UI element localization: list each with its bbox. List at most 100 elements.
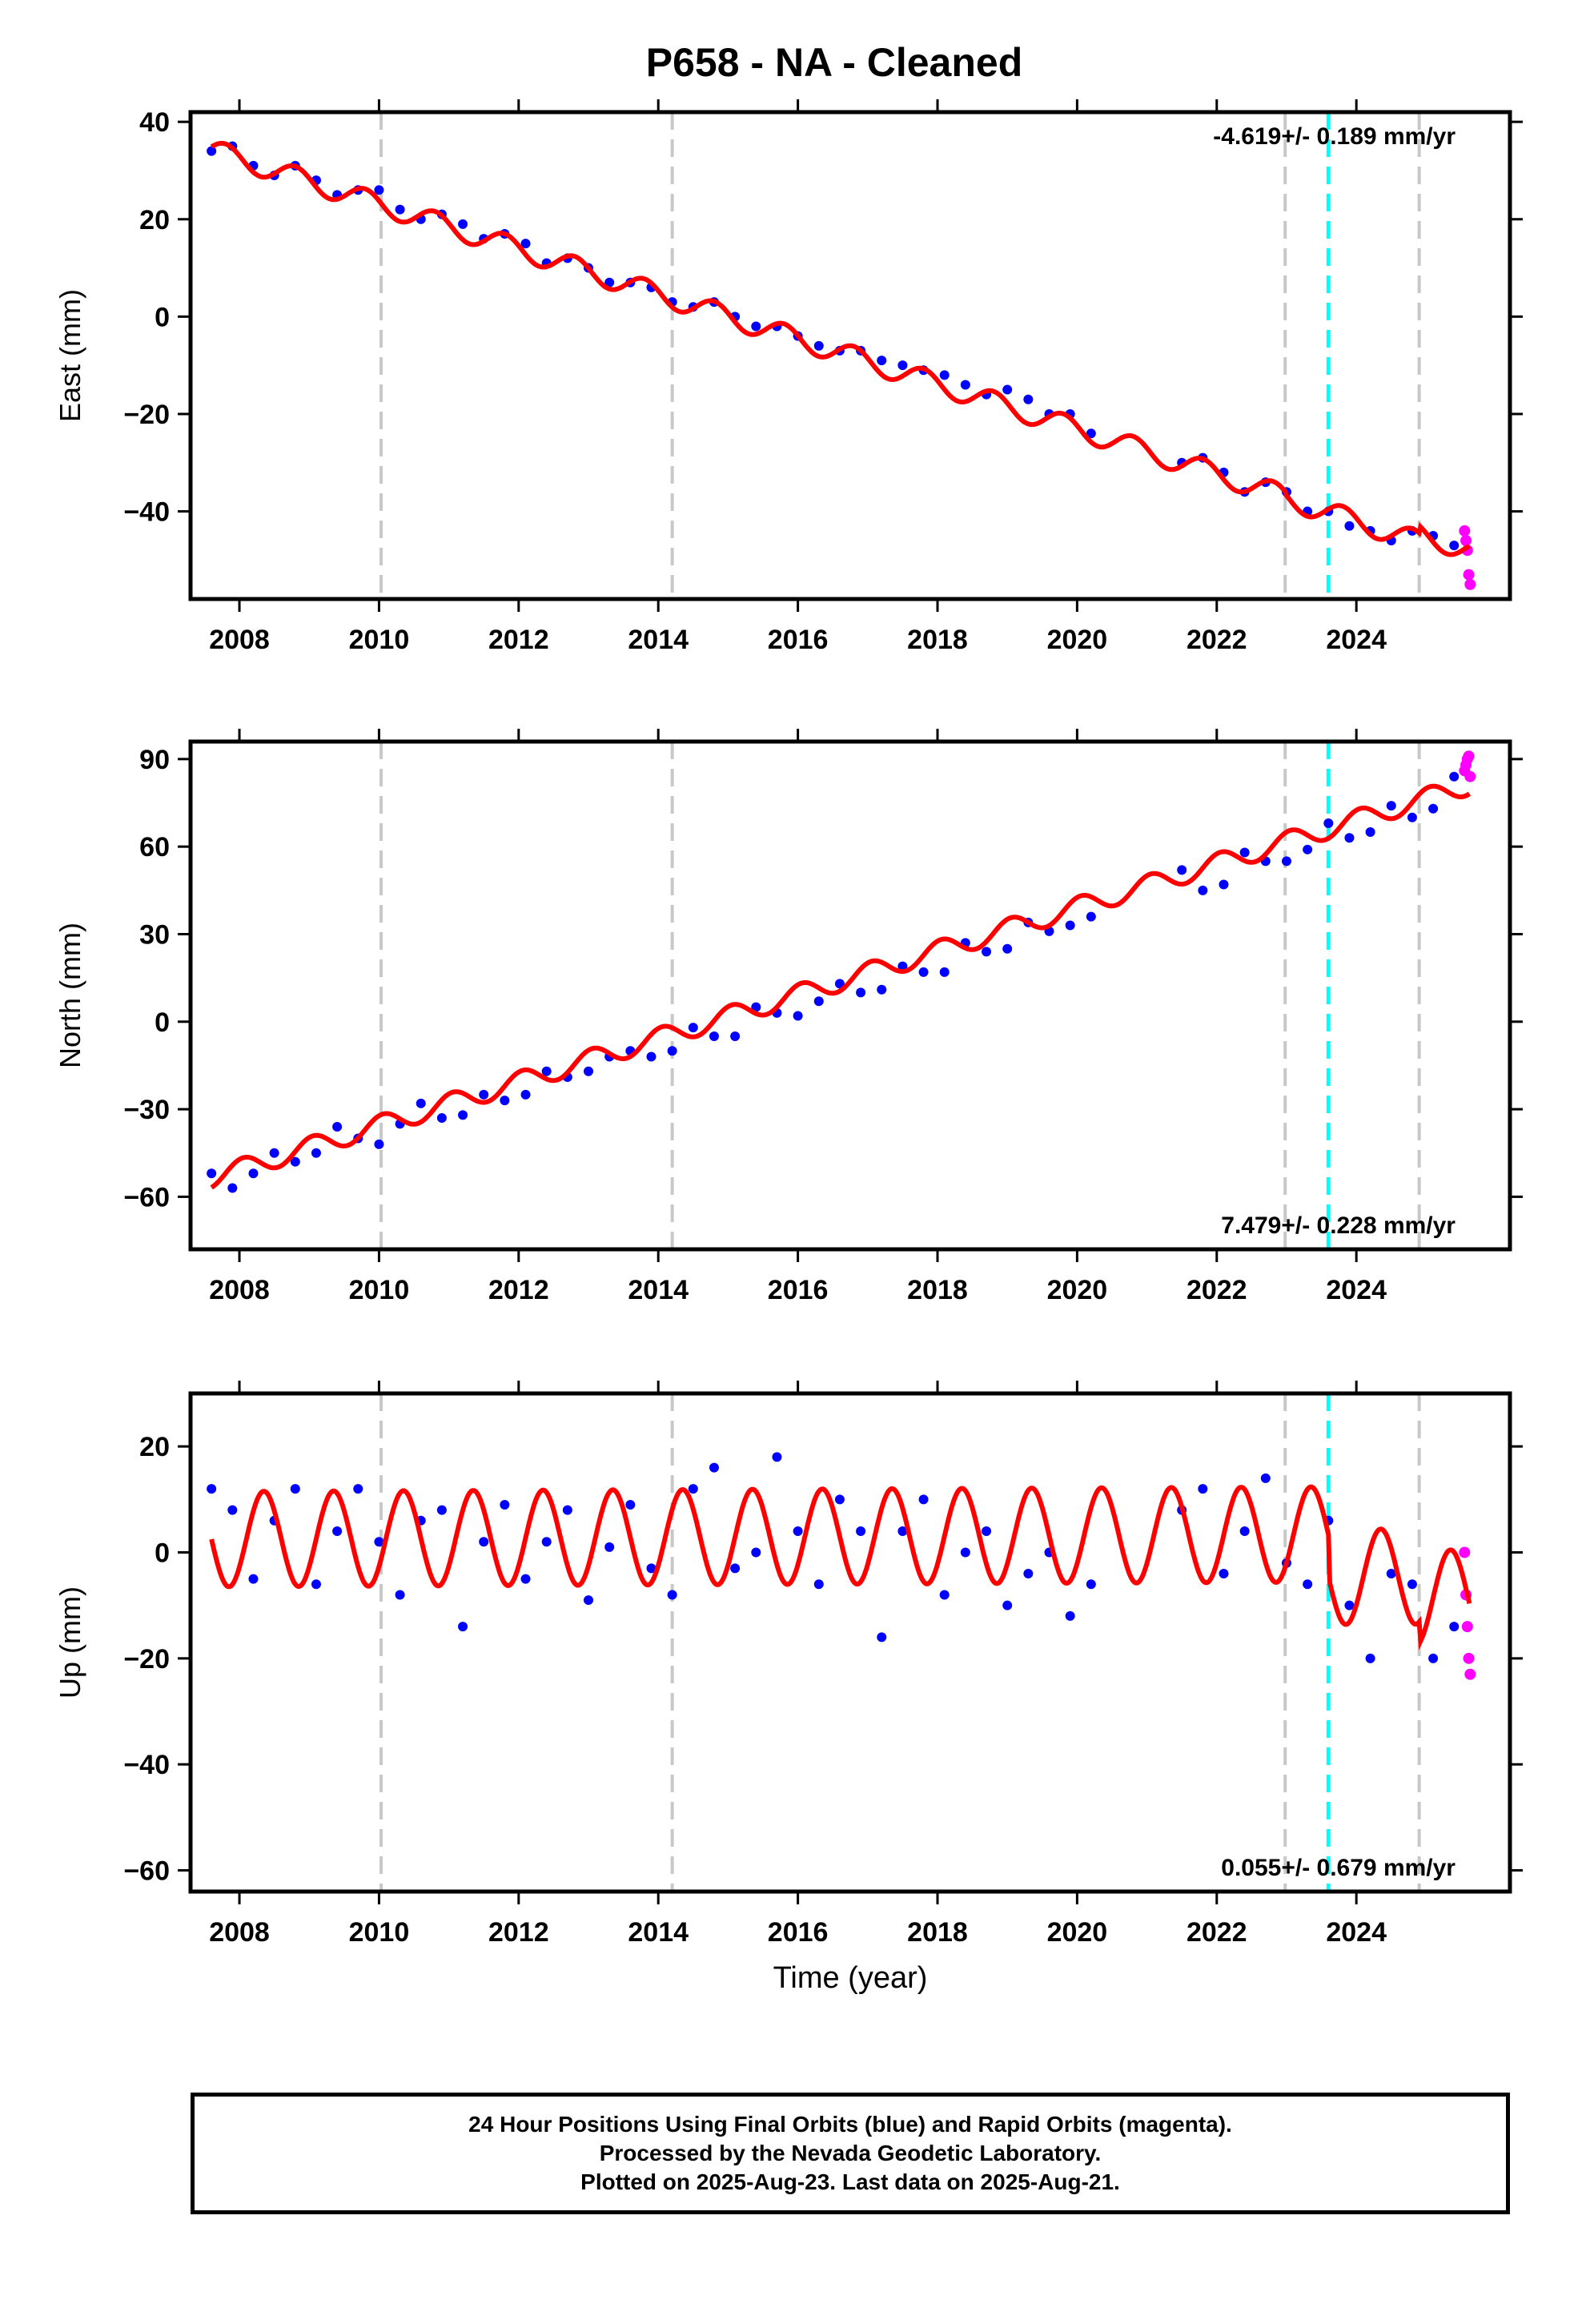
x-tick-label: 2014 <box>628 625 689 655</box>
x-tick-label: 2022 <box>1186 625 1247 655</box>
x-tick-label: 2008 <box>209 1917 270 1948</box>
final-orbit-point <box>1365 1653 1375 1663</box>
final-orbit-point <box>1449 771 1460 782</box>
final-orbit-point <box>1303 844 1313 854</box>
final-orbit-point <box>982 947 992 957</box>
y-tick-label: −20 <box>123 1644 170 1675</box>
final-orbit-point <box>1428 1653 1439 1663</box>
footer-caption-box: 24 Hour Positions Using Final Orbits (bl… <box>191 2093 1510 2214</box>
final-orbit-point <box>1386 801 1396 811</box>
final-orbit-point <box>1177 865 1187 875</box>
rapid-orbit-point <box>1459 525 1471 537</box>
panel-frame <box>188 110 1512 601</box>
final-orbit-point <box>751 1547 761 1558</box>
y-tick-label: −40 <box>123 497 170 528</box>
y-tick-label: 20 <box>139 205 170 235</box>
final-orbit-point <box>793 1011 803 1021</box>
x-tick-label: 2020 <box>1047 625 1108 655</box>
x-tick-label: 2022 <box>1186 1275 1247 1305</box>
final-orbit-point <box>918 967 929 977</box>
final-orbit-point <box>897 360 908 371</box>
y-tick-label: 30 <box>139 919 170 950</box>
figure-title: P658 - NA - Cleaned <box>646 40 1023 85</box>
rapid-orbit-point <box>1464 1668 1476 1680</box>
velocity-rate-label: 7.479+/- 0.228 mm/yr <box>1221 1212 1456 1239</box>
final-orbit-point <box>436 1505 447 1515</box>
final-orbit-point <box>1344 521 1355 531</box>
y-tick-label: 0 <box>155 302 170 332</box>
x-axis-label: Time (year) <box>773 1961 928 1995</box>
velocity-rate-label: -4.619+/- 0.189 mm/yr <box>1213 123 1456 150</box>
final-orbit-point <box>290 1156 300 1167</box>
final-orbit-point <box>1449 1622 1460 1632</box>
x-tick-label: 2024 <box>1326 1917 1387 1948</box>
final-orbit-point <box>751 321 761 332</box>
x-tick-label: 2010 <box>349 1917 410 1948</box>
y-tick-label: 40 <box>139 107 170 138</box>
final-orbit-point <box>584 1595 594 1606</box>
footer-line-3: Plotted on 2025-Aug-23. Last data on 202… <box>580 2169 1120 2194</box>
final-orbit-point <box>939 370 950 380</box>
final-orbit-point <box>353 1484 363 1494</box>
final-orbit-point <box>248 1574 259 1584</box>
final-orbit-point <box>395 1590 405 1600</box>
y-tick-label: 90 <box>139 745 170 775</box>
panel-north: 90 60 30 0 −30 −60 2008 2010 2012 2014 2016 2018 202… <box>54 729 1523 1305</box>
final-orbit-point <box>311 1148 321 1158</box>
final-orbit-point <box>1323 818 1334 829</box>
final-orbit-point <box>709 1031 719 1042</box>
final-orbit-point <box>897 961 908 971</box>
x-tick-label: 2012 <box>488 625 549 655</box>
final-orbit-point <box>520 239 531 249</box>
final-orbit-point <box>813 340 824 351</box>
final-orbit-point <box>1303 1579 1313 1590</box>
x-tick-label: 2018 <box>907 1917 968 1948</box>
final-orbit-point <box>479 1537 489 1547</box>
x-tick-label: 2010 <box>349 1275 410 1305</box>
rapid-orbit-point <box>1463 750 1475 762</box>
final-orbit-point <box>772 1452 782 1462</box>
final-orbit-point <box>939 967 950 977</box>
rapid-orbit-point <box>1460 535 1472 547</box>
x-tick-label: 2014 <box>628 1275 689 1305</box>
x-tick-label: 2024 <box>1326 625 1387 655</box>
final-orbit-point <box>604 277 615 287</box>
final-orbit-point <box>207 1484 217 1494</box>
final-orbit-point <box>1428 803 1439 814</box>
final-orbit-point <box>625 1499 636 1510</box>
x-tick-label: 2018 <box>907 625 968 655</box>
final-orbit-point <box>982 1526 992 1537</box>
final-orbit-point <box>1065 920 1075 931</box>
y-tick-label: −30 <box>123 1095 170 1125</box>
final-orbit-point <box>290 1484 300 1494</box>
final-orbit-point <box>332 1526 343 1537</box>
rapid-orbit-point <box>1464 770 1476 782</box>
final-orbit-point <box>1281 856 1291 866</box>
final-orbit-point <box>646 1563 656 1574</box>
final-orbit-point <box>500 1499 510 1510</box>
final-orbit-point <box>960 380 970 390</box>
final-orbit-point <box>416 1098 426 1108</box>
final-orbit-point <box>1344 1600 1355 1610</box>
x-tick-label: 2008 <box>209 625 270 655</box>
final-orbit-point <box>248 1168 259 1179</box>
final-orbit-point <box>667 1046 677 1056</box>
final-orbit-point <box>1023 394 1034 404</box>
x-tick-label: 2020 <box>1047 1275 1108 1305</box>
final-orbit-point <box>939 1590 950 1600</box>
y-tick-label: −40 <box>123 1750 170 1780</box>
rapid-orbit-point <box>1461 1621 1473 1633</box>
final-orbit-point <box>311 1579 321 1590</box>
final-orbit-point <box>1219 879 1229 890</box>
rapid-orbit-point <box>1464 578 1476 590</box>
final-orbit-point <box>374 185 384 195</box>
x-tick-label: 2008 <box>209 1275 270 1305</box>
final-orbit-point <box>813 1579 824 1590</box>
final-orbit-point <box>918 1494 929 1505</box>
final-orbit-point <box>458 1622 468 1632</box>
final-orbit-point <box>520 1574 531 1584</box>
model-fit-line <box>210 783 1472 1190</box>
final-orbit-point <box>562 1505 572 1515</box>
final-orbit-point <box>541 1066 552 1076</box>
x-tick-label: 2016 <box>768 625 829 655</box>
